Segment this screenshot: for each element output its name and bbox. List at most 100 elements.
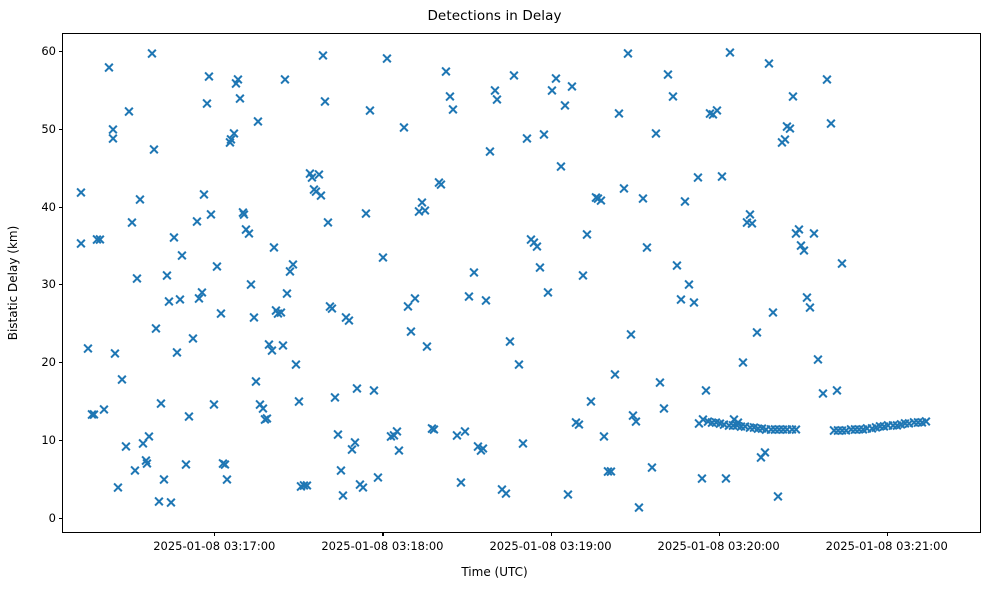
data-point-marker [187, 333, 198, 344]
data-point-marker [628, 410, 639, 421]
data-point-marker [701, 385, 712, 396]
data-point-marker [75, 187, 86, 198]
data-point-marker [849, 424, 860, 435]
data-point-marker [853, 424, 864, 435]
data-point-marker [715, 418, 726, 429]
data-point-marker [692, 172, 703, 183]
data-point-marker [284, 266, 295, 277]
data-point-marker [199, 189, 210, 200]
x-tick-label: 2025-01-08 03:19:00 [489, 539, 612, 553]
data-point-marker [205, 209, 216, 220]
data-point-marker [373, 472, 384, 483]
data-point-marker [740, 421, 751, 432]
data-point-marker [912, 417, 923, 428]
data-point-marker [83, 343, 94, 354]
data-point-marker [306, 172, 317, 183]
data-point-marker [609, 369, 620, 380]
x-tick-mark [718, 532, 720, 536]
y-tick-mark [59, 517, 63, 519]
x-axis-label: Time (UTC) [461, 565, 528, 579]
data-point-marker [398, 122, 409, 133]
data-point-marker [237, 207, 248, 218]
data-point-marker [706, 417, 717, 428]
data-point-marker [168, 232, 179, 243]
data-point-marker [148, 144, 159, 155]
data-point-marker [460, 426, 471, 437]
data-point-marker [534, 262, 545, 273]
data-point-marker [509, 70, 520, 81]
data-point-marker [245, 279, 256, 290]
data-point-marker [208, 399, 219, 410]
data-point-marker [120, 441, 131, 452]
y-tick-label: 60 [41, 44, 56, 59]
data-point-marker [153, 496, 164, 507]
data-point-marker [731, 420, 742, 431]
data-point-marker [625, 329, 636, 340]
data-point-marker [230, 78, 241, 89]
data-point-marker [761, 424, 772, 435]
data-point-marker [315, 190, 326, 201]
data-point-marker [322, 217, 333, 228]
data-point-marker [646, 462, 657, 473]
data-point-marker [531, 241, 542, 252]
data-point-marker [332, 429, 343, 440]
data-point-marker [828, 425, 839, 436]
scatter-plot-surface [63, 34, 980, 532]
data-point-marker [720, 473, 731, 484]
data-point-marker [224, 137, 235, 148]
data-point-marker [729, 414, 740, 425]
data-point-marker [335, 465, 346, 476]
data-point-marker [248, 312, 259, 323]
data-point-marker [131, 273, 142, 284]
data-point-marker [394, 445, 405, 456]
data-point-marker [562, 489, 573, 500]
data-point-marker [203, 71, 214, 82]
data-point-marker [570, 417, 581, 428]
data-point-marker [801, 292, 812, 303]
x-tick-mark [550, 532, 552, 536]
data-point-marker [723, 420, 734, 431]
data-point-marker [836, 425, 847, 436]
data-point-marker [343, 315, 354, 326]
data-point-marker [184, 411, 195, 422]
data-point-marker [538, 129, 549, 140]
x-tick-label: 2025-01-08 03:18:00 [321, 539, 444, 553]
data-point-marker [264, 339, 275, 350]
data-point-marker [193, 293, 204, 304]
data-point-marker [694, 418, 705, 429]
data-point-marker [191, 216, 202, 227]
data-point-marker [324, 301, 335, 312]
data-point-marker [658, 403, 669, 414]
data-point-marker [551, 73, 562, 84]
data-point-marker [790, 228, 801, 239]
data-point-marker [369, 385, 380, 396]
data-point-marker [151, 323, 162, 334]
data-point-marker [464, 291, 475, 302]
data-point-marker [293, 396, 304, 407]
data-point-marker [255, 399, 266, 410]
data-point-marker [447, 104, 458, 115]
data-point-marker [785, 123, 796, 134]
data-point-marker [385, 431, 396, 442]
x-tick-mark [214, 532, 216, 536]
data-point-marker [413, 206, 424, 217]
data-point-marker [287, 259, 298, 270]
data-point-marker [765, 424, 776, 435]
data-point-marker [137, 438, 148, 449]
x-tick-label: 2025-01-08 03:17:00 [153, 539, 276, 553]
data-point-marker [402, 301, 413, 312]
data-point-marker [708, 109, 719, 120]
data-point-marker [241, 224, 252, 235]
data-point-marker [705, 108, 716, 119]
x-tick-mark [886, 532, 888, 536]
data-point-marker [381, 53, 392, 64]
data-point-marker [496, 484, 507, 495]
data-point-marker [478, 443, 489, 454]
data-point-marker [109, 348, 120, 359]
data-point-marker [377, 252, 388, 263]
data-point-marker [364, 105, 375, 116]
data-point-marker [895, 419, 906, 430]
data-point-marker [744, 422, 755, 433]
data-point-marker [786, 424, 797, 435]
